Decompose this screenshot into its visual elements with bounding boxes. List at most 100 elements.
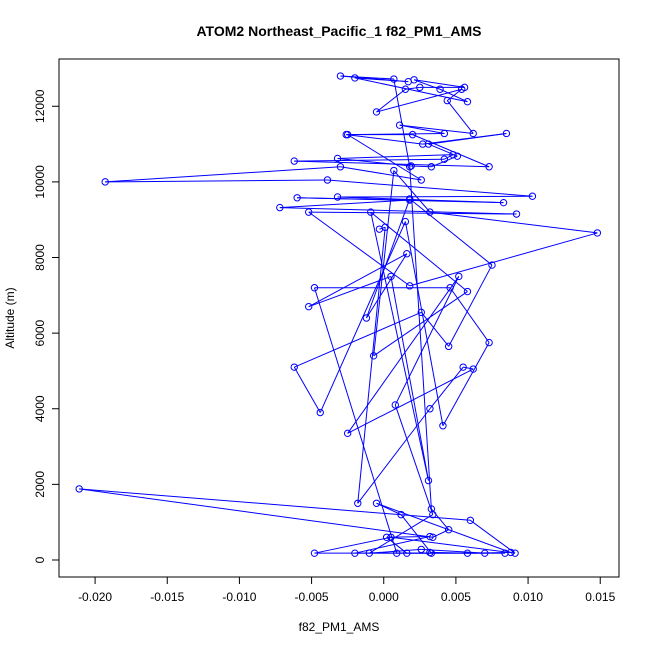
data-point	[417, 176, 425, 184]
x-tick-label: 0.015	[585, 590, 615, 604]
x-tick-label: -0.010	[222, 590, 256, 604]
series-segment	[446, 100, 474, 134]
series-segment	[463, 366, 474, 370]
data-point	[502, 129, 511, 138]
data-point	[406, 196, 414, 204]
data-point	[427, 549, 436, 557]
series-segment	[439, 88, 468, 103]
series-segment	[370, 212, 429, 481]
data-point	[362, 314, 371, 322]
series-segment	[357, 408, 431, 504]
y-axis-label: Altitude (m)	[3, 287, 17, 348]
data-point	[501, 549, 509, 557]
data-point	[401, 85, 410, 93]
series-segment	[376, 502, 402, 516]
y-tick-label: 6000	[33, 319, 47, 346]
data-point	[372, 108, 381, 116]
data-point	[372, 499, 381, 507]
series-segment	[279, 207, 517, 215]
series-segment	[376, 502, 511, 553]
data-point	[336, 163, 345, 171]
x-axis-label: f82_PM1_AMS	[299, 620, 380, 634]
series-segment	[308, 253, 408, 308]
data-point	[459, 363, 467, 371]
data-point	[485, 163, 493, 171]
series-segment	[340, 166, 422, 181]
data-point	[406, 282, 414, 290]
data-point	[444, 526, 453, 534]
series-segment	[319, 221, 406, 413]
series-segment	[79, 488, 433, 538]
data-point	[463, 98, 472, 106]
data-point	[351, 549, 359, 557]
series-segment	[430, 508, 450, 531]
y-tick-label: 2000	[33, 471, 47, 498]
series-segment	[365, 198, 411, 319]
data-point	[365, 549, 374, 557]
data-point	[304, 302, 313, 311]
series-segment	[369, 514, 434, 554]
series-segment	[428, 143, 458, 157]
series-segment	[294, 311, 422, 368]
series-segment	[308, 275, 392, 308]
series-segment	[413, 79, 465, 88]
series-segment	[347, 368, 474, 434]
series-segment	[409, 198, 493, 266]
series-segment	[429, 366, 464, 410]
series-segment	[449, 287, 490, 343]
data-point	[367, 208, 375, 216]
data-point	[387, 533, 395, 541]
series-points	[75, 72, 602, 557]
data-point	[351, 74, 359, 82]
data-point	[440, 155, 449, 163]
x-axis: -0.020 -0.015 -0.010 -0.005 0.000 0.005 0.010 0…	[78, 576, 616, 604]
data-point	[485, 338, 493, 347]
chart-title: ATOM2 Northeast_Pacific_1 f82_PM1_AMS	[196, 23, 481, 39]
series-segment	[409, 166, 432, 509]
data-point	[310, 284, 319, 292]
data-point	[419, 140, 427, 148]
data-point	[293, 194, 301, 202]
data-point	[429, 533, 437, 541]
series-segment	[444, 154, 454, 160]
series-segment	[448, 264, 493, 347]
data-point	[406, 163, 414, 171]
data-point	[455, 272, 463, 281]
series-segment	[393, 170, 431, 213]
series-segment	[347, 276, 460, 434]
data-point	[453, 152, 462, 160]
series-segment	[313, 287, 398, 554]
data-point	[424, 476, 433, 485]
data-point	[304, 208, 313, 216]
data-point	[310, 549, 319, 557]
data-point	[333, 193, 342, 201]
series-segment	[337, 195, 533, 198]
data-point	[354, 499, 362, 507]
series-segment	[422, 132, 507, 145]
data-point	[342, 130, 350, 139]
series-segment	[409, 232, 598, 287]
data-point	[426, 532, 434, 541]
data-point	[323, 176, 332, 184]
series-segment	[394, 404, 434, 515]
series-segment	[79, 488, 471, 521]
data-point	[290, 157, 298, 165]
series-segment	[314, 536, 392, 554]
data-point	[511, 549, 519, 557]
series-segment	[399, 124, 474, 134]
series-segment	[420, 312, 450, 347]
data-point	[417, 308, 425, 317]
series-segment	[376, 88, 406, 113]
data-point	[343, 429, 352, 438]
series-segment	[340, 75, 394, 80]
series-segment	[337, 196, 504, 204]
data-point	[449, 150, 457, 159]
data-point	[443, 96, 451, 105]
y-tick-label: 4000	[33, 395, 47, 422]
series-segment	[404, 221, 444, 426]
data-point	[463, 549, 472, 557]
data-point	[390, 166, 398, 175]
data-point	[460, 83, 469, 92]
